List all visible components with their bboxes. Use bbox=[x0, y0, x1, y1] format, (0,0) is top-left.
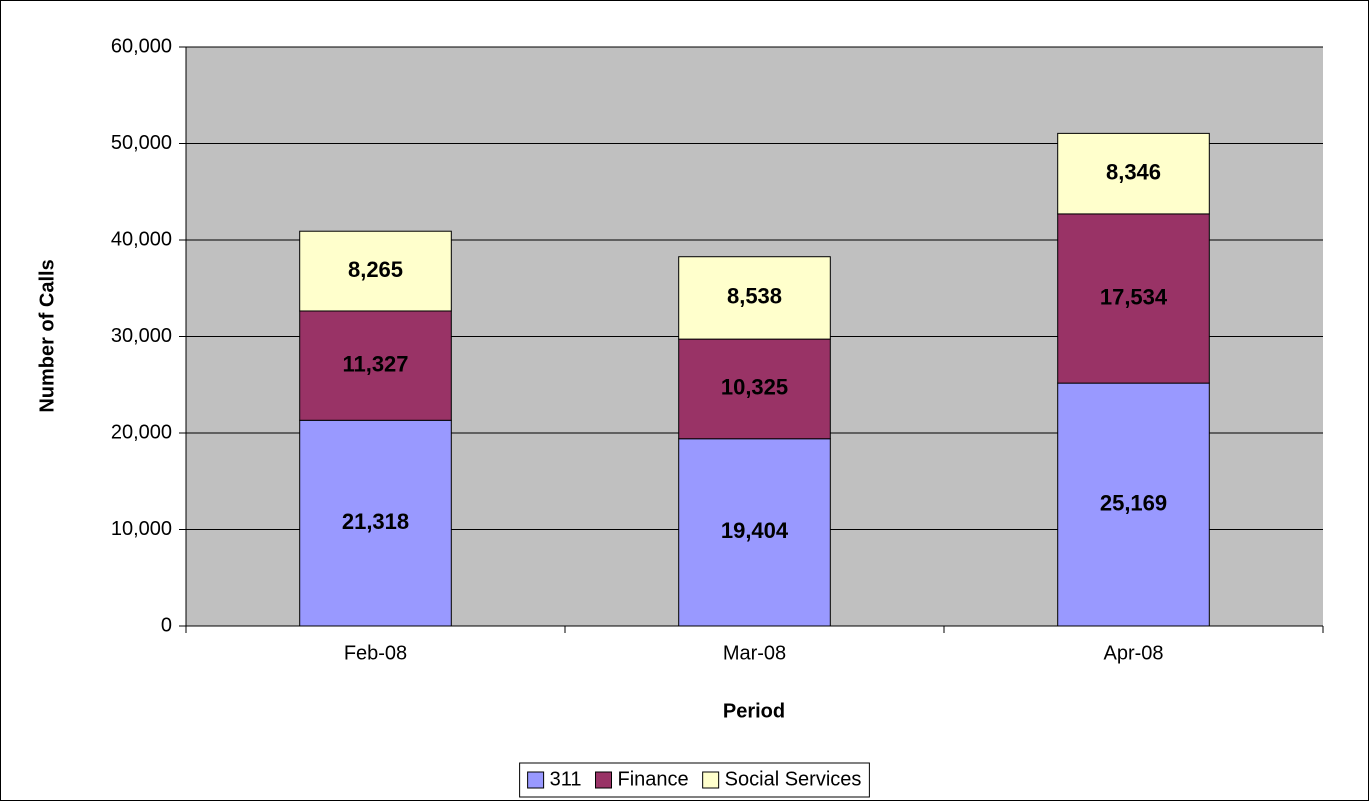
legend-label: 311 bbox=[550, 768, 582, 790]
bar-segment bbox=[678, 256, 831, 340]
bar-segment bbox=[678, 438, 831, 627]
data-label: 8,265 bbox=[348, 257, 403, 282]
bar-segment bbox=[299, 419, 452, 627]
data-label: 25,169 bbox=[1100, 490, 1167, 515]
data-label: 11,327 bbox=[342, 351, 408, 376]
data-label: 10,325 bbox=[721, 375, 788, 400]
y-tick-label: 20,000 bbox=[111, 421, 172, 443]
legend-label: Social Services bbox=[725, 768, 862, 790]
legend-label: Finance bbox=[618, 768, 689, 790]
y-tick-label: 40,000 bbox=[111, 228, 172, 250]
bar-segment bbox=[1057, 213, 1210, 384]
bar-segment bbox=[299, 310, 452, 421]
x-tick-label: Mar-08 bbox=[723, 642, 786, 664]
bar-segment bbox=[1057, 132, 1210, 215]
data-label: 19,404 bbox=[721, 518, 789, 543]
data-label: 21,318 bbox=[342, 509, 409, 534]
legend-swatch bbox=[527, 771, 545, 789]
y-tick-label: 0 bbox=[161, 614, 172, 636]
data-label: 8,346 bbox=[1106, 159, 1161, 184]
legend: 311 Finance Social Services bbox=[519, 762, 870, 798]
legend-swatch bbox=[595, 771, 613, 789]
y-tick-label: 30,000 bbox=[111, 325, 172, 347]
x-tick-label: Feb-08 bbox=[344, 642, 407, 664]
bar-segment bbox=[678, 338, 831, 440]
y-tick-label: 50,000 bbox=[111, 132, 172, 154]
y-axis-title: Number of Calls bbox=[36, 259, 58, 412]
x-tick-label: Apr-08 bbox=[1103, 642, 1163, 664]
y-tick-label: 60,000 bbox=[111, 35, 172, 57]
bar-segment bbox=[1057, 382, 1210, 627]
data-label: 8,538 bbox=[727, 284, 782, 309]
legend-swatch bbox=[702, 771, 720, 789]
x-axis-title: Period bbox=[723, 700, 785, 722]
legend-box bbox=[519, 762, 870, 798]
data-label: 17,534 bbox=[1100, 284, 1168, 309]
bar-segment bbox=[299, 230, 452, 312]
y-tick-label: 10,000 bbox=[111, 518, 172, 540]
